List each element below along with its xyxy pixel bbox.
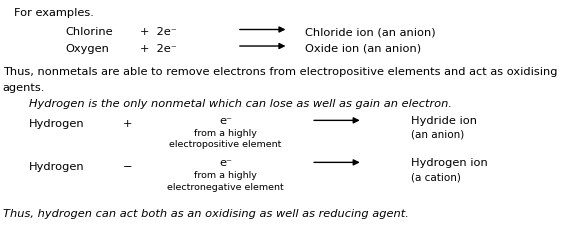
Text: Oxygen: Oxygen [66,44,110,54]
Text: Hydrogen: Hydrogen [29,162,84,172]
Text: electropositive element: electropositive element [170,140,282,149]
Text: from a highly: from a highly [194,171,257,180]
Text: Hydride ion: Hydride ion [411,116,477,126]
Text: +  2e⁻: + 2e⁻ [140,44,176,54]
Text: Oxide ion (an anion): Oxide ion (an anion) [305,44,421,54]
Text: electronegative element: electronegative element [167,183,284,192]
Text: (a cation): (a cation) [411,172,461,182]
Text: agents.: agents. [3,83,45,93]
Text: e⁻: e⁻ [219,116,232,126]
Text: Thus, nonmetals are able to remove electrons from electropositive elements and a: Thus, nonmetals are able to remove elect… [3,67,557,77]
Text: Hydrogen ion: Hydrogen ion [411,158,488,168]
Text: For examples.: For examples. [14,8,94,18]
Text: Hydrogen is the only nonmetal which can lose as well as gain an electron.: Hydrogen is the only nonmetal which can … [29,99,452,109]
Text: Chlorine: Chlorine [66,27,113,37]
Text: Hydrogen: Hydrogen [29,119,84,129]
Text: from a highly: from a highly [194,129,257,138]
Text: Chloride ion (an anion): Chloride ion (an anion) [305,27,436,37]
Text: Thus, hydrogen can act both as an oxidising as well as reducing agent.: Thus, hydrogen can act both as an oxidis… [3,209,409,219]
Text: (an anion): (an anion) [411,130,464,140]
Text: −: − [123,162,132,172]
Text: +  2e⁻: + 2e⁻ [140,27,176,37]
Text: +: + [123,119,132,129]
Text: e⁻: e⁻ [219,158,232,168]
